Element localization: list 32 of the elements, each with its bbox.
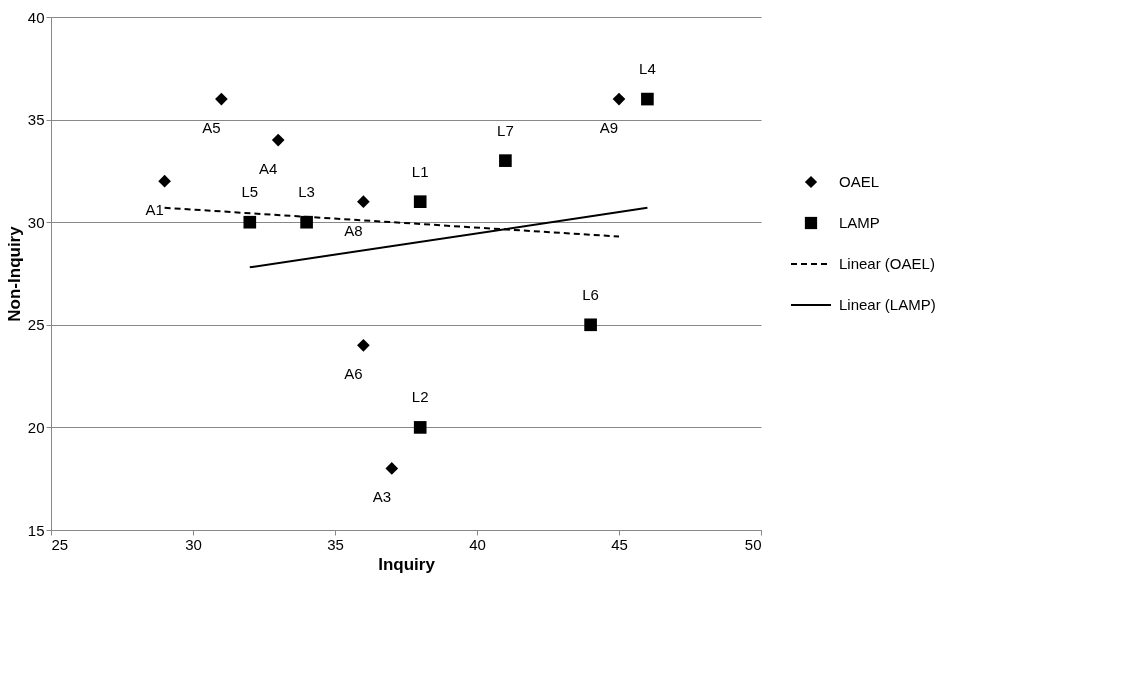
data-label: L1: [411, 162, 429, 180]
legend-label: LAMP: [839, 214, 880, 231]
x-tick-label: 50: [744, 535, 762, 553]
y-tick-label: 15: [27, 521, 45, 539]
y-axis-title: Non-Inquiry: [4, 225, 24, 322]
x-axis-title: Inquiry: [378, 554, 436, 574]
x-tick-label: 45: [611, 535, 628, 553]
data-label: A6: [344, 365, 363, 383]
y-tick-label: 40: [27, 8, 45, 26]
data-label: L3: [298, 183, 315, 201]
x-tick-label: 35: [327, 535, 344, 553]
data-label: A4: [259, 160, 278, 178]
data-label: A9: [599, 119, 619, 137]
x-tick-label: 25: [51, 535, 69, 553]
y-tick-label: 25: [27, 316, 45, 334]
data-label: L4: [639, 60, 656, 78]
legend-label: Linear (LAMP): [839, 296, 936, 313]
y-tick-label: 20: [27, 418, 45, 436]
data-label: L6: [582, 285, 599, 303]
x-tick-label: 30: [185, 535, 202, 553]
legend-label: OAEL: [839, 173, 880, 190]
data-label: A5: [202, 119, 221, 137]
y-tick-label: 35: [27, 111, 45, 129]
data-label: L2: [411, 388, 429, 406]
data-label: A3: [372, 488, 391, 506]
data-label: A1: [145, 201, 164, 219]
legend-label: Linear (OAEL): [839, 255, 935, 272]
data-label: A8: [344, 221, 363, 239]
data-label: L7: [497, 121, 514, 139]
y-tick-label: 30: [27, 213, 45, 231]
x-tick-label: 40: [469, 535, 486, 553]
data-label: L5: [241, 183, 259, 201]
